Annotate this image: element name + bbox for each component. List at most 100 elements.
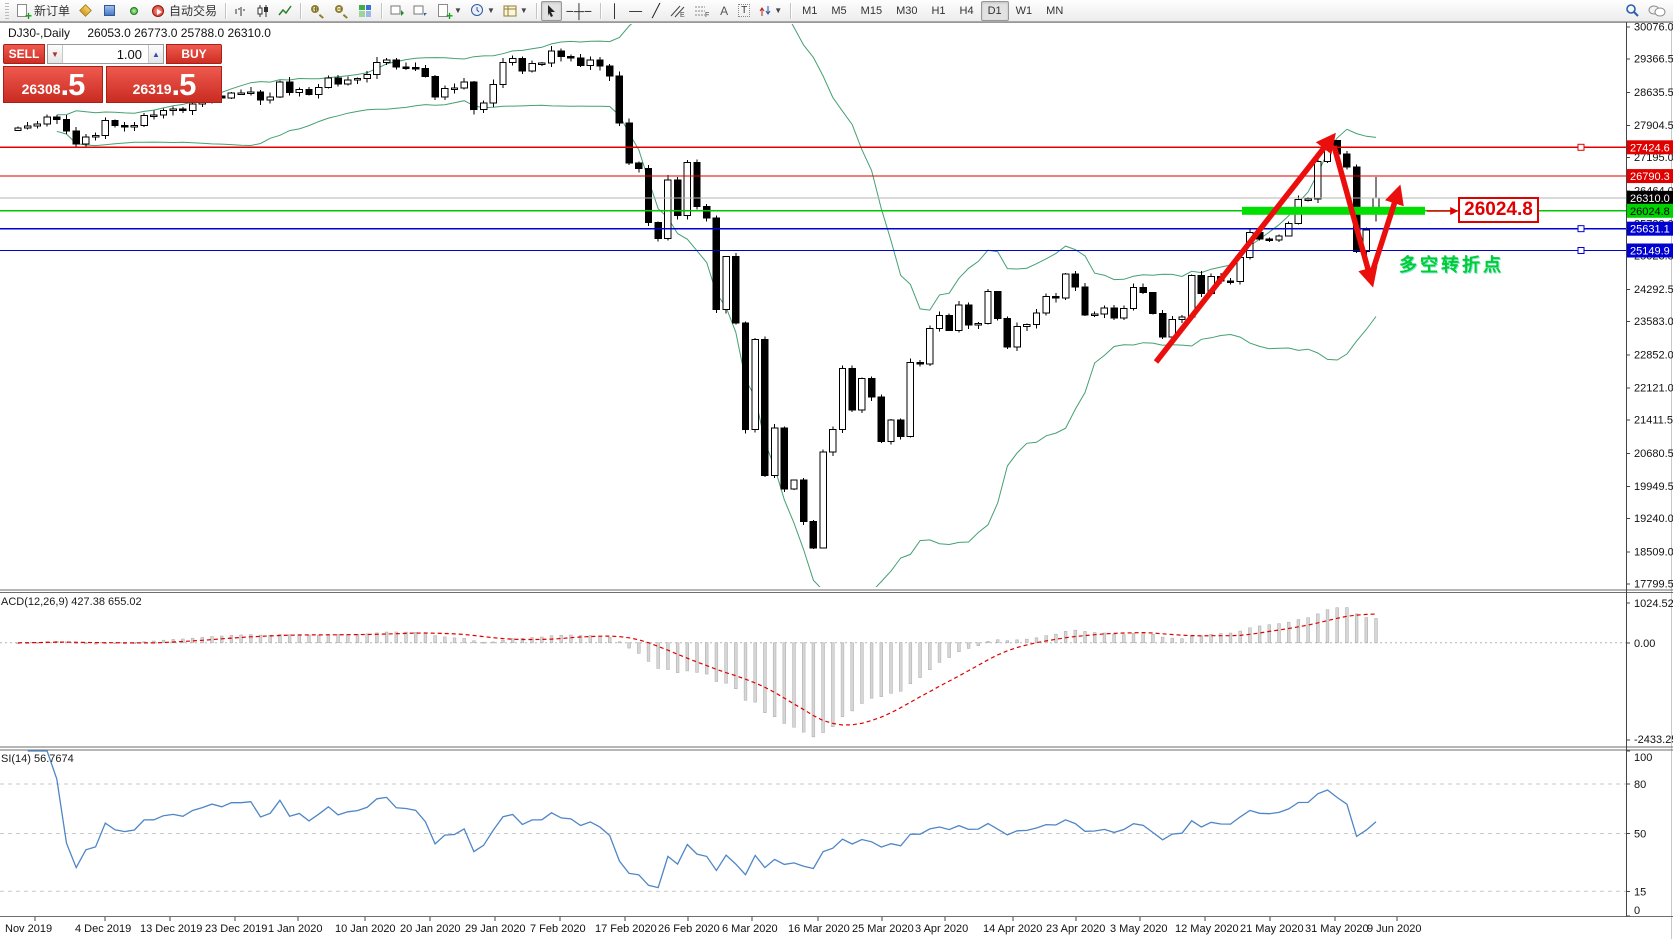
arrows-icon bbox=[759, 5, 771, 16]
timeframe-button-h1[interactable]: H1 bbox=[931, 4, 946, 17]
time-axis[interactable]: Nov 2019 4 Dec 2019 13 Dec 2019 23 Dec 2019… bbox=[5, 917, 1421, 935]
timeframe-button-m5[interactable]: M5 bbox=[831, 4, 847, 17]
channel-icon: E bbox=[670, 5, 685, 18]
line-chart-button[interactable] bbox=[274, 1, 296, 21]
fibonacci-tool-button[interactable]: F bbox=[690, 1, 714, 21]
candle bbox=[285, 81, 294, 93]
candle bbox=[450, 87, 459, 90]
channel-tool-button[interactable]: E bbox=[666, 1, 690, 21]
trend-arrow-2[interactable] bbox=[1331, 145, 1378, 288]
timeframe-button-mn[interactable]: MN bbox=[1046, 4, 1064, 17]
candle bbox=[266, 96, 274, 101]
templates-button[interactable]: ▼ bbox=[499, 1, 532, 21]
buy-button[interactable]: BUY bbox=[166, 44, 222, 64]
candle bbox=[470, 81, 478, 111]
trend-arrow-3[interactable] bbox=[1368, 184, 1404, 277]
cursor-button[interactable] bbox=[540, 0, 562, 21]
auto-arrange-button[interactable] bbox=[386, 1, 409, 21]
arrows-tool-button[interactable]: ▼ bbox=[754, 1, 786, 21]
cursor-icon bbox=[547, 4, 555, 17]
add-indicator-button[interactable]: + ▼ bbox=[432, 1, 466, 22]
timeframe-button-h4[interactable]: H4 bbox=[959, 4, 974, 17]
candle bbox=[324, 77, 333, 88]
axis-price-label bbox=[1627, 203, 1673, 218]
volume-value[interactable]: 1.00 bbox=[116, 46, 142, 62]
chat-button[interactable] bbox=[1644, 1, 1670, 21]
signal-icon bbox=[126, 3, 142, 19]
text-label-tool-button[interactable]: T bbox=[734, 1, 754, 21]
candle bbox=[586, 59, 594, 66]
timeframe-button-m15[interactable]: M15 bbox=[860, 4, 883, 17]
svg-text:26790.3: 26790.3 bbox=[1630, 171, 1670, 183]
ask-price-box[interactable]: 26319 .5 bbox=[106, 66, 222, 103]
candle bbox=[1003, 318, 1012, 348]
signals-button[interactable] bbox=[122, 1, 146, 21]
candle bbox=[935, 314, 944, 329]
candle bbox=[111, 120, 119, 126]
candle bbox=[344, 79, 352, 85]
svg-text:17799.5: 17799.5 bbox=[1634, 579, 1673, 591]
candle-chart-button[interactable] bbox=[252, 1, 274, 21]
market-watch-button[interactable] bbox=[74, 1, 98, 21]
new-order-button[interactable]: + 新订单 bbox=[11, 1, 74, 22]
candle bbox=[567, 56, 575, 59]
svg-text:26 Feb 2020: 26 Feb 2020 bbox=[658, 923, 720, 935]
svg-text:18509.0: 18509.0 bbox=[1634, 546, 1673, 558]
candle bbox=[169, 108, 177, 112]
turning-point-annotation[interactable]: 多空转折点 bbox=[1399, 255, 1504, 275]
sell-button[interactable]: SELL bbox=[3, 44, 45, 64]
candle bbox=[1304, 198, 1312, 202]
trendline-tool-button[interactable]: ╱ bbox=[646, 1, 666, 21]
trend-arrow-1[interactable] bbox=[1153, 132, 1336, 364]
bid-price-fraction: .5 bbox=[60, 67, 86, 102]
candle bbox=[43, 116, 51, 125]
hline-tool-button[interactable]: — bbox=[625, 1, 646, 21]
bar-chart-button[interactable] bbox=[230, 1, 252, 21]
timeframe-button-w1[interactable]: W1 bbox=[1015, 4, 1033, 17]
svg-text:0: 0 bbox=[1634, 905, 1640, 917]
svg-text:6 Mar 2020: 6 Mar 2020 bbox=[722, 923, 778, 935]
candle bbox=[237, 92, 245, 96]
hline-marker[interactable] bbox=[1577, 225, 1585, 233]
toolbar-grip[interactable] bbox=[5, 2, 9, 19]
crosshair-icon: −┼− bbox=[565, 2, 593, 19]
candle bbox=[761, 339, 769, 477]
search-button[interactable] bbox=[1621, 1, 1644, 21]
autotrade-button[interactable]: 自动交易 bbox=[146, 1, 221, 21]
periods-menu-button[interactable]: ▼ bbox=[466, 1, 499, 21]
tile-windows-button[interactable] bbox=[353, 1, 377, 21]
candle bbox=[576, 57, 585, 66]
bid-price-box[interactable]: 26308 .5 bbox=[3, 66, 103, 103]
chat-icon bbox=[1648, 5, 1666, 16]
price-flag-label[interactable]: 26024.8 bbox=[1458, 197, 1539, 223]
track-chart-button[interactable] bbox=[409, 1, 432, 21]
chart-title: DJ30-,Daily 26053.0 26773.0 25788.0 2631… bbox=[8, 26, 271, 40]
svg-text:14 Apr 2020: 14 Apr 2020 bbox=[983, 923, 1042, 935]
vline-tool-button[interactable]: │ bbox=[605, 1, 625, 21]
candle bbox=[72, 130, 80, 145]
timeframe-button-m30[interactable]: M30 bbox=[896, 4, 918, 17]
candle bbox=[635, 162, 643, 170]
volume-increment-button[interactable]: ▲ bbox=[148, 45, 163, 63]
timeframe-button-m1[interactable]: M1 bbox=[802, 4, 818, 17]
volume-decrement-button[interactable]: ▼ bbox=[48, 45, 63, 63]
support-zone-bar[interactable] bbox=[1242, 206, 1425, 215]
zoom-in-button[interactable]: + bbox=[305, 1, 329, 21]
zoom-out-icon: − bbox=[335, 3, 344, 14]
data-window-button[interactable] bbox=[98, 1, 122, 21]
timeframe-button-d1[interactable]: D1 bbox=[980, 0, 1009, 21]
candle bbox=[1013, 325, 1021, 348]
candle bbox=[460, 81, 468, 89]
hline-marker[interactable] bbox=[1577, 247, 1585, 255]
candle bbox=[528, 62, 536, 72]
zoom-out-button[interactable]: − bbox=[329, 1, 353, 21]
candle bbox=[1023, 324, 1031, 327]
hline-marker[interactable] bbox=[1577, 143, 1585, 151]
candle bbox=[770, 427, 779, 477]
candle bbox=[732, 255, 740, 324]
candle bbox=[1120, 307, 1128, 319]
crosshair-button[interactable]: −┼− bbox=[562, 1, 596, 21]
svg-text:30076.0: 30076.0 bbox=[1634, 22, 1673, 34]
text-tool-button[interactable]: A bbox=[714, 1, 734, 21]
